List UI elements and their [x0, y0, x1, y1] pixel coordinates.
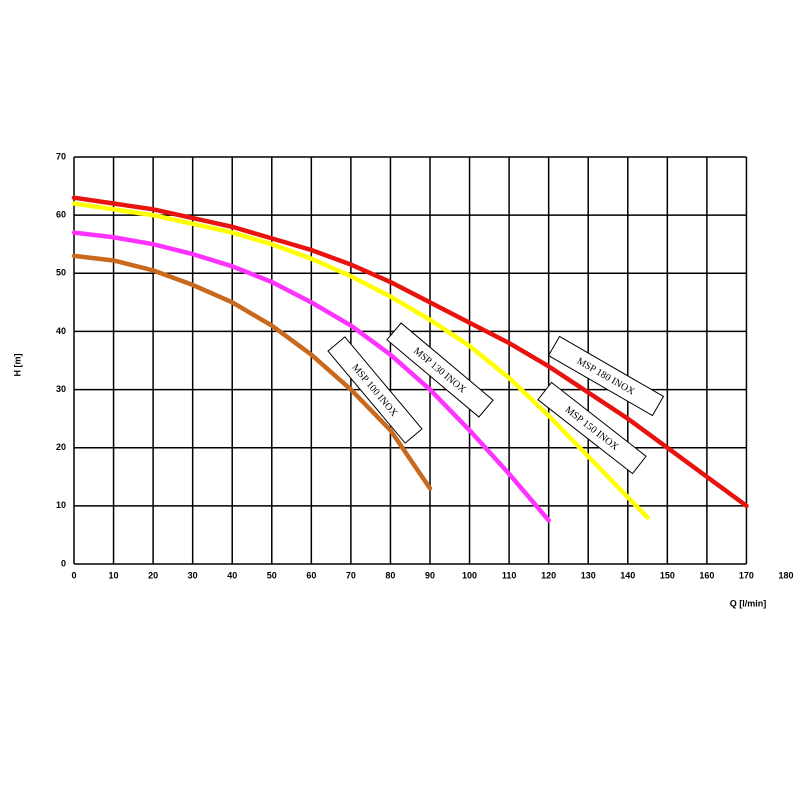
y-tick-label: 20 — [56, 442, 66, 452]
y-axis-label: H [m] — [12, 354, 22, 377]
x-tick-label: 120 — [541, 570, 556, 580]
label-box — [386, 322, 494, 418]
y-tick-label: 70 — [56, 151, 66, 161]
x-tick-label: 180 — [778, 570, 793, 580]
curve — [71, 253, 433, 491]
x-axis-label: Q [l/min] — [730, 598, 767, 608]
x-tick-label: 90 — [425, 570, 435, 580]
x-tick-label: 10 — [109, 570, 119, 580]
x-tick-label: 110 — [502, 570, 517, 580]
x-tick-label: 80 — [385, 570, 395, 580]
x-tick-label: 130 — [581, 570, 596, 580]
curve — [71, 201, 650, 520]
label-box — [547, 335, 665, 417]
curve — [71, 230, 551, 523]
label-box — [327, 336, 423, 444]
x-tick-label: 60 — [306, 570, 316, 580]
x-tick-label: 150 — [660, 570, 675, 580]
y-tick-label: 30 — [56, 384, 66, 394]
label-text: MSP 130 INOX — [411, 346, 468, 396]
curve — [71, 195, 749, 509]
y-tick-label: 50 — [56, 268, 66, 278]
x-tick-label: 100 — [462, 570, 477, 580]
x-tick-label: 30 — [188, 570, 198, 580]
x-tick-label: 50 — [267, 570, 277, 580]
y-tick-label: 10 — [56, 500, 66, 510]
x-tick-label: 70 — [346, 570, 356, 580]
label-text: MSP 150 INOX — [563, 404, 621, 453]
x-tick-label: 0 — [71, 570, 76, 580]
y-tick-label: 40 — [56, 326, 66, 336]
x-tick-label: 20 — [148, 570, 158, 580]
x-tick-label: 170 — [739, 570, 754, 580]
x-tick-label: 140 — [620, 570, 635, 580]
label-box — [537, 381, 647, 475]
y-tick-label: 0 — [61, 558, 66, 568]
y-tick-label: 60 — [56, 210, 66, 220]
x-tick-label: 160 — [699, 570, 714, 580]
x-tick-label: 40 — [227, 570, 237, 580]
